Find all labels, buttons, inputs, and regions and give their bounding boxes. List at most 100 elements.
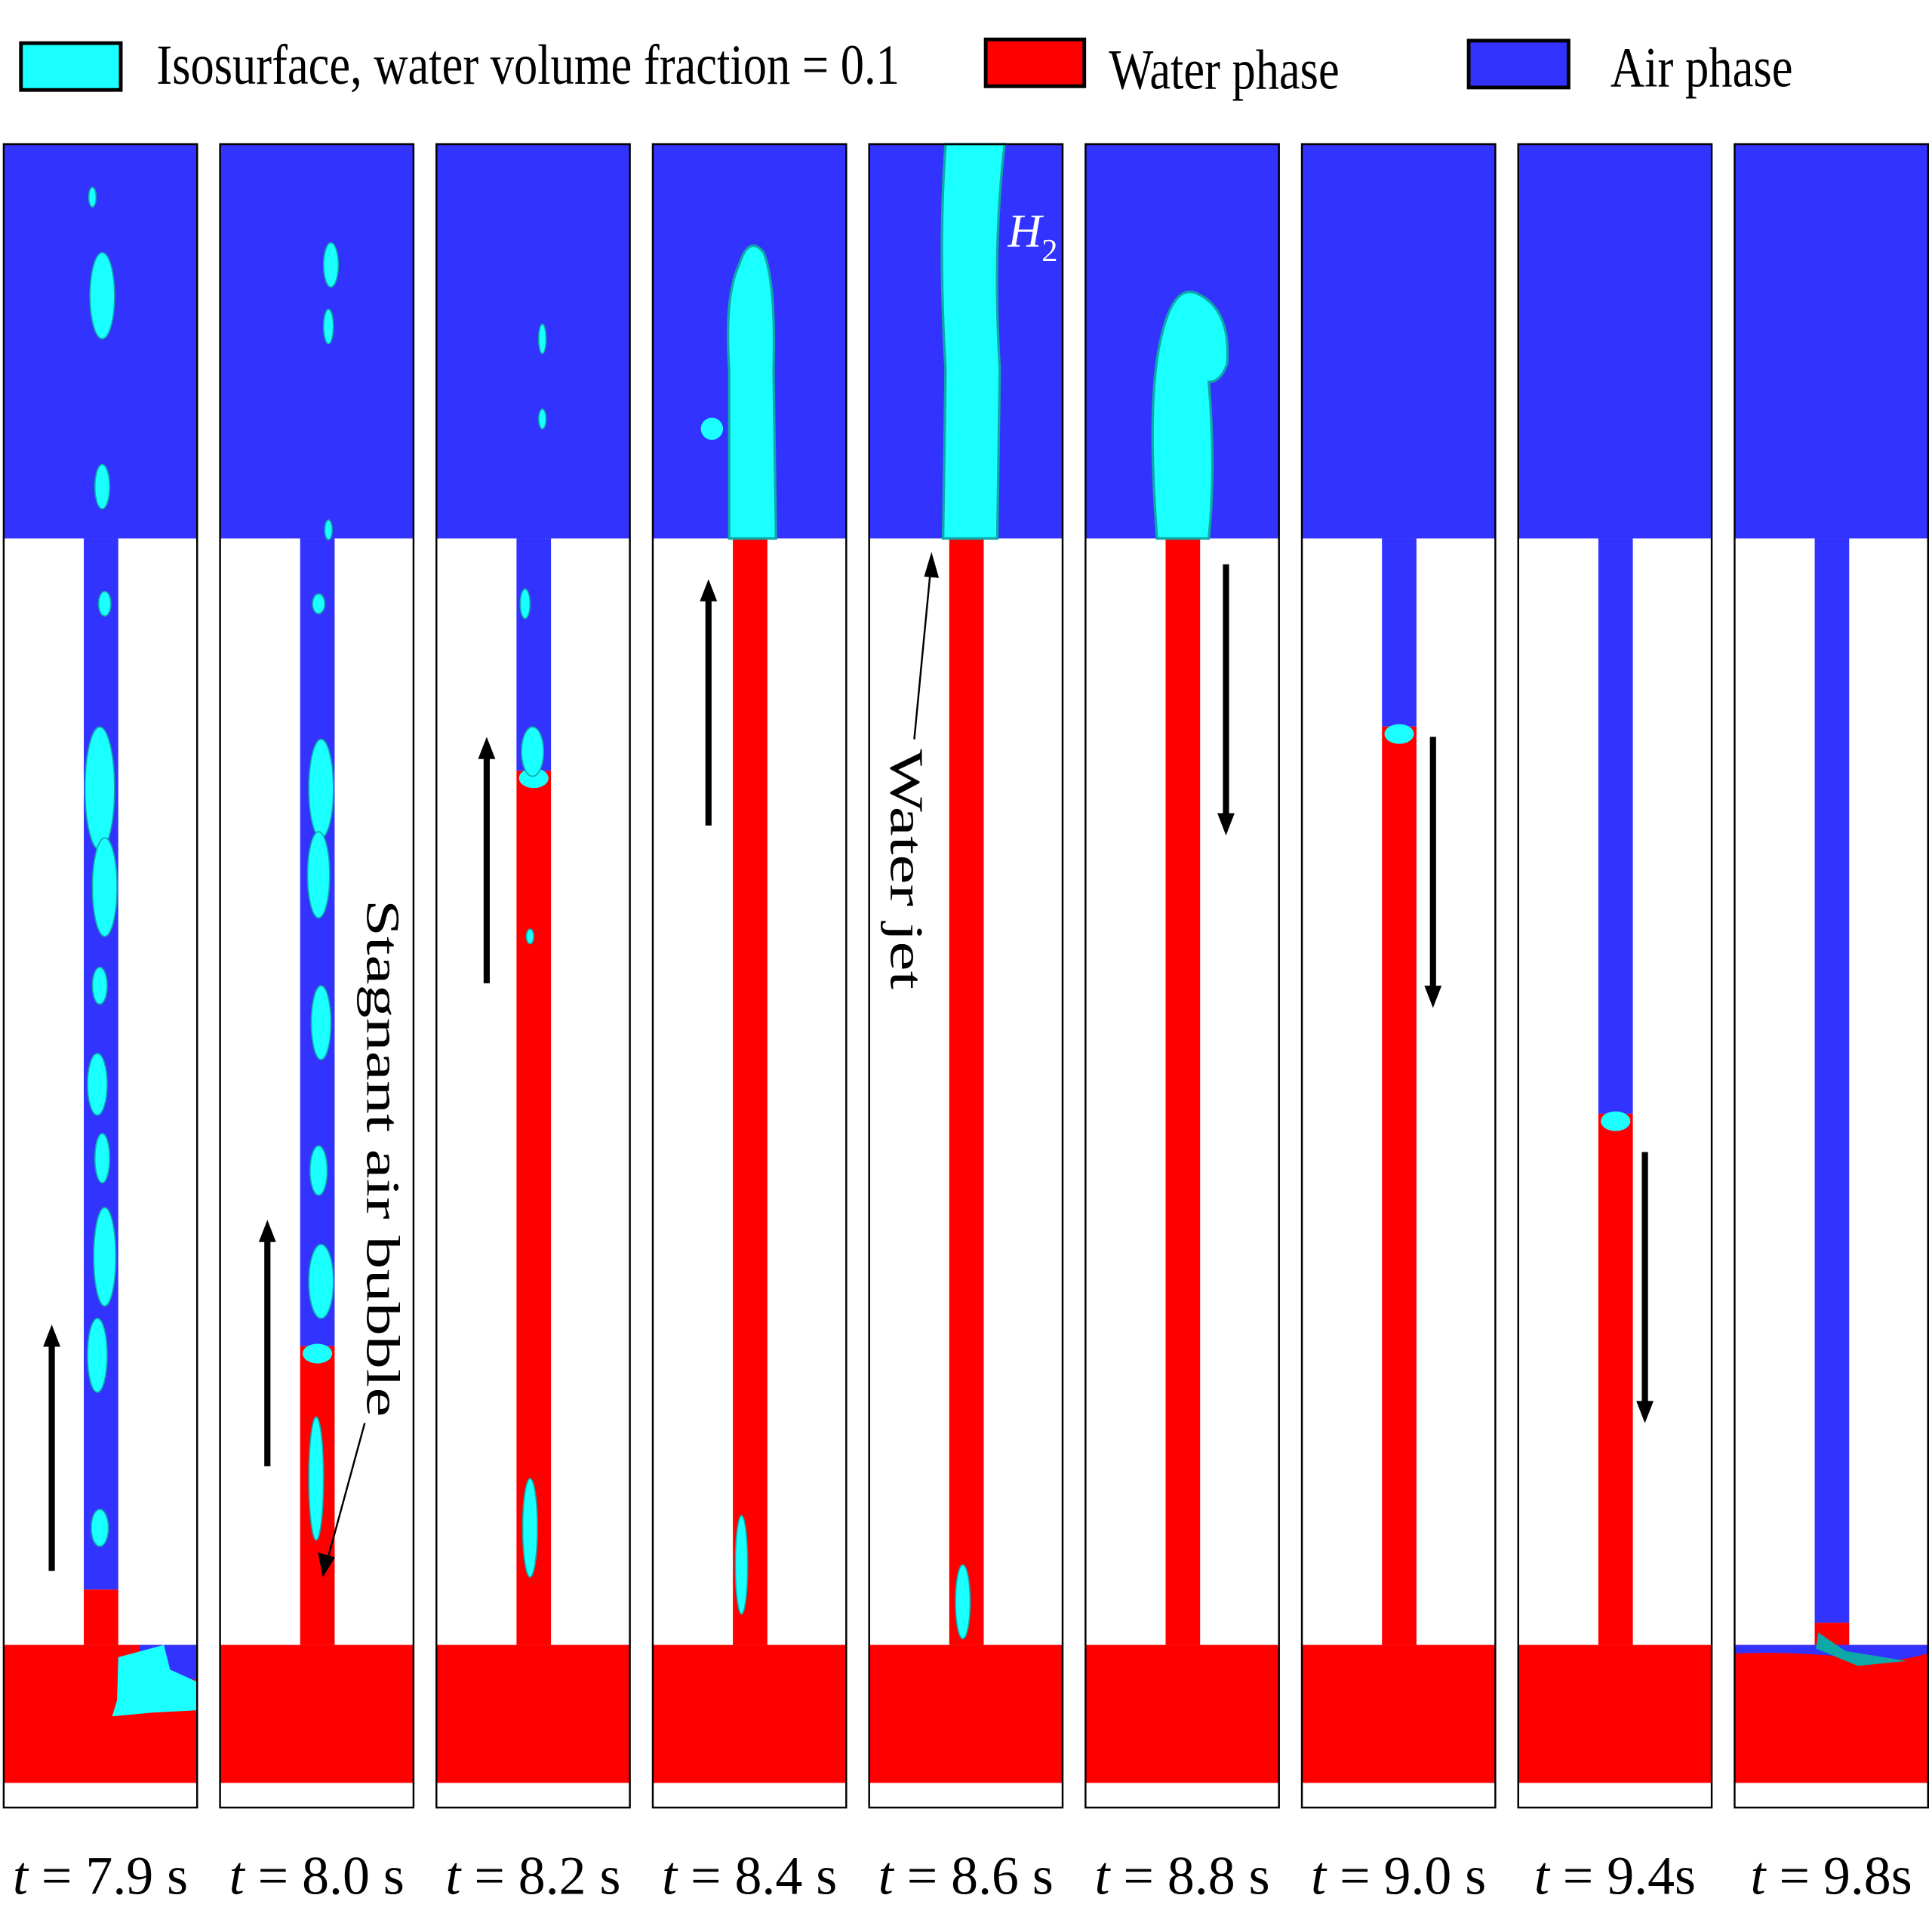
panel-frame [1084, 143, 1280, 1809]
lower-reservoir-water [1518, 1644, 1712, 1783]
isosurface-blob [322, 308, 334, 345]
legend-swatch-isosurface [19, 41, 123, 92]
water-jet-label: Water jet [880, 749, 931, 989]
panel-frame [2, 143, 198, 1809]
lower-reservoir-water [1734, 1644, 1928, 1783]
upper-tank-air [1734, 144, 1928, 539]
lower-reservoir-water [1085, 1644, 1279, 1783]
lower-reservoir-water [869, 1644, 1063, 1783]
panel-5: t = 8.8 s [1084, 143, 1280, 1906]
panel-frame [1300, 143, 1497, 1809]
water-jet-pointer [913, 573, 931, 740]
isosurface-blob [312, 593, 326, 614]
lower-reservoir-isosurface [112, 1644, 198, 1717]
isosurface-blob [97, 590, 112, 617]
legend-label-air: Air phase [1611, 36, 1793, 99]
h2-plume-shade [726, 244, 777, 540]
isosurface-blob [537, 323, 547, 355]
isosurface-blob [87, 1053, 108, 1116]
time-value: = 8.4 s [677, 1845, 837, 1906]
isosurface-blob [955, 1564, 971, 1640]
time-value: = 7.9 s [28, 1845, 188, 1906]
isosurface-blob [84, 726, 115, 851]
panel-frame [1517, 143, 1713, 1809]
panel-frame [1734, 143, 1930, 1809]
panel-3: t = 8.4 s [651, 143, 848, 1906]
time-variable: t [662, 1845, 678, 1906]
h2-label: H2 [1008, 206, 1058, 269]
arrowhead-icon [1424, 986, 1442, 1008]
time-value: = 9.4s [1549, 1845, 1696, 1906]
lower-reservoir-water [1302, 1644, 1496, 1783]
time-variable: t [229, 1845, 246, 1906]
pipe-water [84, 1589, 118, 1645]
water-jet-arrowhead-icon [924, 552, 940, 578]
lower-reservoir-water [220, 1644, 414, 1783]
isosurface-blob [309, 1145, 328, 1196]
isosurface-blob [322, 242, 340, 288]
arrowhead-icon [258, 1220, 276, 1242]
h2-plume-shade [1151, 291, 1229, 540]
arrowhead-icon [43, 1324, 60, 1347]
arrowhead-icon [700, 579, 718, 601]
lower-reservoir-water [652, 1644, 847, 1783]
isosurface-blob [734, 1515, 749, 1615]
time-label: t = 7.9 s [13, 1845, 188, 1906]
pipe-air [1382, 538, 1417, 727]
time-value: = 9.8s [1766, 1845, 1912, 1906]
legend-swatch-air [1466, 38, 1571, 90]
isosurface-blob [306, 831, 331, 919]
time-variable: t [445, 1845, 462, 1906]
h2-plume-isosurface [1152, 291, 1228, 539]
water-front-isosurface [1601, 1111, 1631, 1131]
panel-7: t = 9.4s [1517, 143, 1713, 1906]
stagnant-air-bubble-arrowhead-icon [318, 1552, 336, 1577]
legend-swatch-water [983, 37, 1087, 88]
isosurface-blob [91, 837, 118, 937]
isosurface-blob [521, 1478, 538, 1578]
time-label: t = 8.0 s [229, 1845, 405, 1906]
panel-frame [435, 143, 631, 1809]
isosurface-blob [94, 463, 111, 510]
time-variable: t [1534, 1845, 1551, 1906]
panel-4: t = 8.6 s [868, 143, 1064, 1906]
lower-reservoir-water [436, 1644, 630, 1783]
pipe-air [300, 538, 335, 1346]
pipe-water [1165, 538, 1201, 1645]
isosurface-blob [89, 251, 115, 340]
arrowhead-icon [1636, 1401, 1654, 1423]
lower-reservoir-isosurface [1816, 1632, 1908, 1666]
time-label: t = 8.8 s [1094, 1845, 1269, 1906]
upper-tank-air [1518, 144, 1712, 539]
droplet-isosurface [700, 417, 724, 440]
isosurface-blob [87, 1318, 108, 1393]
isosurface-blob [93, 1207, 117, 1307]
stagnant-air-bubble-label: Stagnant air bubble [357, 900, 408, 1417]
time-variable: t [1094, 1845, 1111, 1906]
legend: Isosurface, water volume fraction = 0.1 … [19, 34, 1793, 102]
isosurface-blob [308, 1244, 334, 1319]
arrowhead-icon [478, 737, 496, 759]
panel-frame [868, 143, 1064, 1809]
time-label: t = 8.4 s [662, 1845, 837, 1906]
panel-2: t = 8.2 s [435, 143, 631, 1906]
stagnant-air-bubble-pointer [327, 1423, 366, 1559]
isosurface-blob [88, 186, 97, 208]
panel-6: t = 9.0 s [1300, 143, 1497, 1906]
pipe-water [1382, 726, 1417, 1645]
isosurface-blob [519, 588, 531, 620]
time-label: t = 9.0 s [1311, 1845, 1486, 1906]
panel-0: t = 7.9 s [2, 143, 198, 1906]
pipe-water [733, 538, 768, 1645]
annotations: Stagnant air bubble Water jet H2 [318, 206, 1058, 1577]
time-value: = 8.6 s [894, 1845, 1054, 1906]
isosurface-blob [94, 1133, 111, 1184]
isosurface-blob [537, 408, 547, 429]
h2-plume-isosurface [942, 144, 1005, 539]
pipe-water [1598, 1113, 1633, 1645]
time-variable: t [1311, 1845, 1327, 1906]
isosurface-blob [310, 985, 332, 1060]
isosurface-blob [324, 519, 333, 540]
h2-plume-isosurface [728, 245, 777, 539]
time-label: t = 8.6 s [878, 1845, 1054, 1906]
